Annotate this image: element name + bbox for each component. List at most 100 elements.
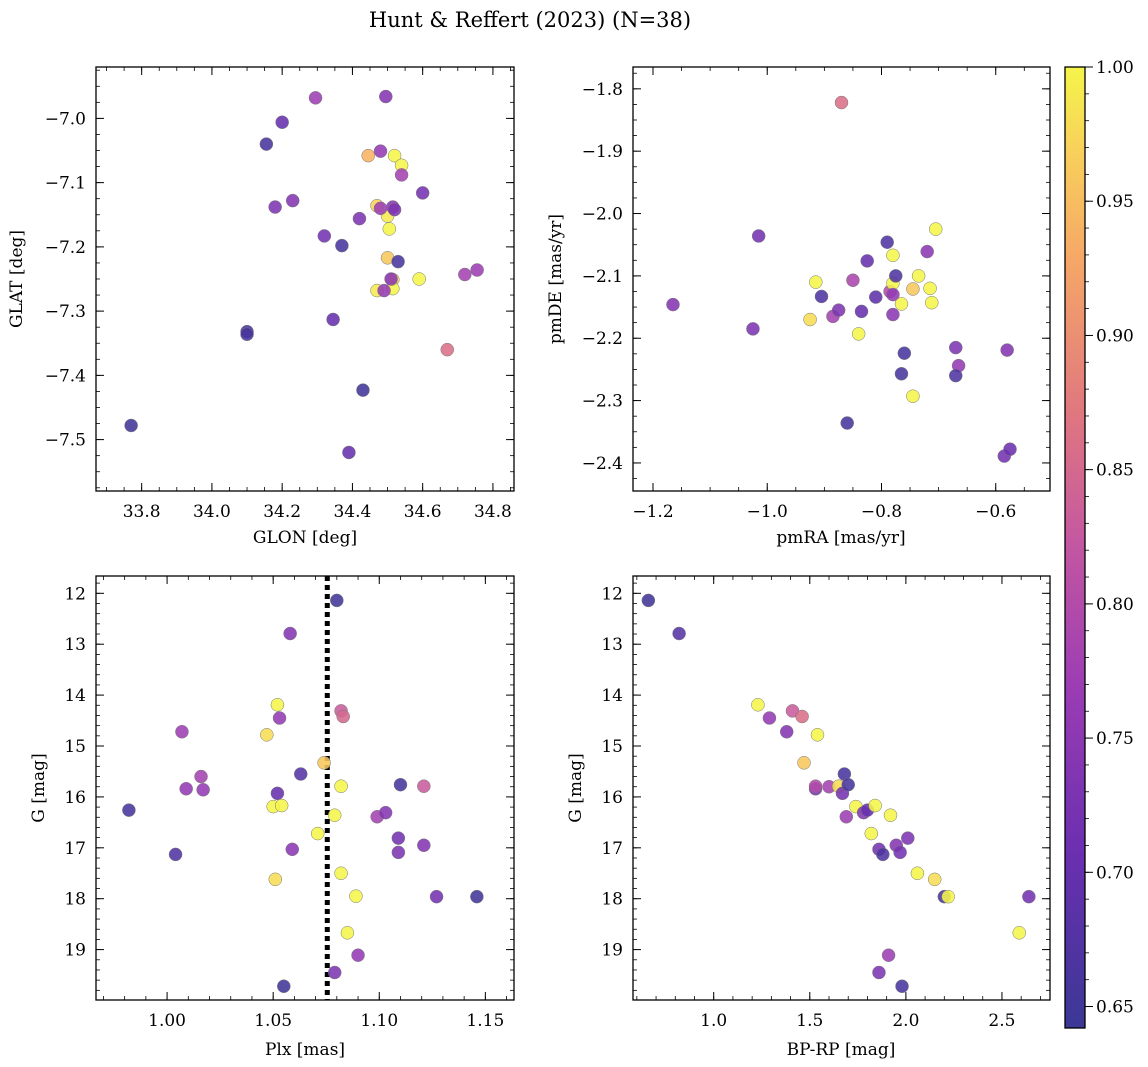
colorbar-tick-label: 0.95 (1096, 192, 1134, 212)
x-tick-label: 1.5 (796, 1011, 823, 1031)
colorbar-tick-label: 1.00 (1096, 58, 1134, 78)
data-point (889, 269, 903, 283)
data-point (803, 312, 817, 327)
data-point (317, 756, 331, 770)
data-point (391, 831, 406, 845)
data-point (391, 254, 405, 269)
y-tick-label: 15 (601, 737, 623, 757)
data-point (901, 831, 915, 845)
data-point (906, 282, 920, 296)
y-tick-label: 19 (64, 941, 86, 961)
data-point (920, 244, 934, 259)
data-point (854, 304, 869, 319)
data-point (814, 289, 829, 304)
data-point (285, 193, 300, 208)
colorbar-tick-label: 0.80 (1096, 595, 1134, 615)
y-tick-label: 15 (64, 737, 86, 757)
data-point (779, 725, 794, 739)
data-point (349, 889, 363, 903)
data-point (948, 340, 963, 355)
data-point (268, 872, 283, 887)
data-point (1000, 343, 1014, 357)
y-axis-label: G [mag] (566, 753, 586, 822)
data-point (886, 287, 900, 302)
x-tick-label: 1.00 (148, 1011, 186, 1031)
scatter-points (641, 593, 1036, 994)
y-tick-label: 16 (64, 788, 86, 808)
data-point (270, 698, 285, 712)
data-point (335, 238, 349, 253)
axis-ticks: 1.00 1.05 1.10 1.15 12 13 14 15 16 17 18 19 (64, 576, 514, 1031)
data-point (379, 89, 393, 104)
y-tick-label: −1.9 (582, 142, 623, 162)
x-tick-label: 1.10 (360, 1011, 398, 1031)
x-tick-label: 34.0 (193, 502, 231, 522)
data-point (860, 254, 874, 268)
data-point (342, 445, 356, 460)
plot-frame (95, 575, 515, 1001)
colorbar-ticks: 0.65 0.70 0.75 0.80 0.85 0.90 0.95 1.00 (1085, 58, 1134, 1018)
data-point (334, 866, 348, 881)
data-point (876, 847, 890, 862)
scatter-points (122, 576, 484, 1000)
y-tick-label: −7.2 (45, 238, 86, 258)
data-point (352, 211, 367, 226)
data-point (846, 273, 860, 287)
data-point (394, 168, 409, 182)
data-point (168, 847, 183, 862)
data-point (330, 593, 344, 608)
y-tick-label: −7.3 (45, 302, 86, 322)
y-axis-label: GLAT [deg] (7, 230, 27, 328)
data-point (808, 779, 823, 793)
scatter-points (666, 95, 1017, 463)
x-tick-label: −0.6 (975, 502, 1016, 522)
data-point (317, 229, 332, 243)
data-point (810, 728, 825, 742)
y-tick-label: 14 (601, 686, 623, 706)
data-point (910, 866, 925, 881)
y-axis-label: pmDE [mas/yr] (546, 214, 566, 344)
data-point (470, 263, 484, 277)
colorbar-tick-label: 0.65 (1096, 998, 1134, 1018)
x-axis-label: pmRA [mas/yr] (776, 528, 905, 548)
data-point (275, 115, 289, 129)
data-point (470, 889, 484, 904)
data-point (351, 948, 365, 962)
axis-ticks: 1.0 1.5 2.0 2.5 12 13 14 15 16 17 18 19 (601, 576, 1050, 1031)
data-point (1022, 889, 1036, 904)
y-tick-label: 14 (64, 686, 86, 706)
colorbar-tick-label: 0.75 (1096, 729, 1134, 749)
data-point (326, 312, 340, 327)
data-point (361, 148, 375, 163)
figure-title: Hunt & Reffert (2023) (N=38) (369, 8, 691, 32)
y-tick-label: 13 (601, 635, 623, 655)
data-point (327, 965, 342, 980)
data-point (429, 889, 444, 904)
data-point (417, 838, 431, 853)
data-point (122, 803, 136, 817)
data-point (841, 777, 855, 792)
panel-glon-glat: 33.8 34.0 34.2 34.4 34.6 34.8 −7.5 −7.4 −7.3 −7.2… (7, 66, 515, 548)
data-point (310, 826, 325, 841)
y-tick-label: −2.4 (582, 454, 623, 474)
data-point (272, 711, 287, 725)
data-point (895, 979, 909, 994)
data-point (868, 798, 882, 813)
data-point (260, 728, 274, 742)
colorbar-tick-label: 0.90 (1096, 326, 1134, 346)
x-tick-label: 2.5 (988, 1011, 1015, 1031)
data-point (641, 593, 656, 608)
x-axis-label: GLON [deg] (253, 528, 357, 548)
data-point (327, 808, 342, 822)
data-point (1012, 926, 1027, 940)
data-point (864, 826, 879, 841)
data-point (809, 275, 823, 289)
data-point (880, 235, 894, 249)
data-point (872, 965, 886, 980)
data-point (948, 368, 963, 383)
data-point (897, 346, 912, 360)
y-tick-label: 17 (64, 839, 86, 859)
data-point (927, 872, 942, 887)
x-tick-label: 1.0 (700, 1011, 727, 1031)
